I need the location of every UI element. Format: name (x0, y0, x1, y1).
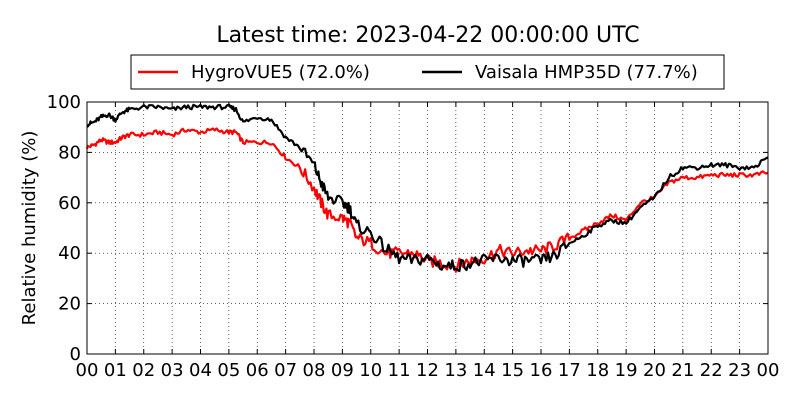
x-tick-label: 18 (586, 360, 609, 381)
x-tick-label: 04 (189, 360, 212, 381)
legend-label-vaisala: Vaisala HMP35D (77.7%) (475, 62, 698, 83)
x-tick-label: 11 (388, 360, 411, 381)
chart-title: Latest time: 2023-04-22 00:00:00 UTC (216, 23, 639, 48)
legend: HygroVUE5 (72.0%) Vaisala HMP35D (77.7%) (130, 54, 725, 90)
x-tick-label: 15 (501, 360, 524, 381)
x-tick-label: 16 (530, 360, 553, 381)
y-tick-label: 100 (47, 92, 81, 113)
x-tick-label: 08 (303, 360, 326, 381)
x-tick-label: 03 (161, 360, 184, 381)
y-axis-label: Relative humidity (%) (19, 131, 40, 326)
y-tick-label: 60 (58, 193, 81, 214)
y-tick-label: 0 (70, 344, 81, 365)
series-line-0 (85, 127, 769, 273)
x-tick-label: 02 (132, 360, 155, 381)
x-tick-label: 13 (444, 360, 467, 381)
x-tick-label: 00 (757, 360, 780, 381)
x-tick-label: 14 (473, 360, 496, 381)
plot-area-frame (86, 101, 769, 355)
series-line-1 (86, 103, 769, 273)
y-tick-label: 40 (58, 243, 81, 264)
x-tick-label: 20 (643, 360, 666, 381)
y-tick-label: 80 (58, 142, 81, 163)
x-tick-label: 21 (671, 360, 694, 381)
x-tick-label: 05 (217, 360, 240, 381)
x-tick-label: 10 (359, 360, 382, 381)
grid (87, 102, 768, 354)
x-tick-label: 12 (416, 360, 439, 381)
x-tick-label: 01 (104, 360, 127, 381)
ticks: 00 01 02 03 04 05 06 07 08 09 10 11 12 13 14 15 16 17 18 19… (47, 92, 780, 381)
y-tick-label: 20 (58, 294, 81, 315)
x-tick-label: 06 (246, 360, 269, 381)
x-tick-label: 22 (700, 360, 723, 381)
x-tick-label: 07 (274, 360, 297, 381)
series-layer (85, 103, 769, 273)
x-tick-label: 09 (331, 360, 354, 381)
x-tick-label: 19 (615, 360, 638, 381)
x-tick-label: 00 (76, 360, 99, 381)
x-tick-label: 23 (728, 360, 751, 381)
x-tick-label: 17 (558, 360, 581, 381)
legend-label-hygrovue: HygroVUE5 (72.0%) (191, 62, 370, 83)
